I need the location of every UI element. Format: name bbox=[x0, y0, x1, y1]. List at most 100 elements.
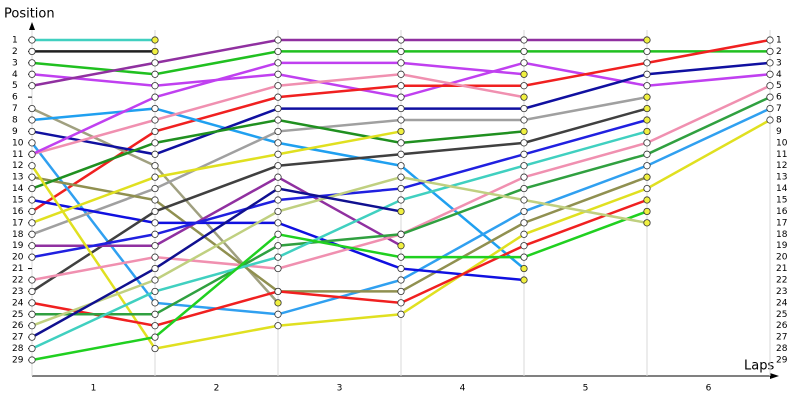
y2-tick-label: 10 bbox=[776, 138, 788, 148]
y-tick-label: 23 bbox=[12, 287, 23, 297]
series-line bbox=[31, 107, 648, 293]
point bbox=[151, 219, 159, 227]
point bbox=[766, 104, 774, 113]
point bbox=[520, 127, 528, 136]
point bbox=[520, 93, 528, 101]
y2-tick-label: 24 bbox=[776, 298, 788, 308]
point bbox=[766, 82, 774, 90]
point bbox=[520, 36, 528, 44]
y2-tick-label: 22 bbox=[776, 276, 787, 286]
series-line bbox=[31, 198, 648, 327]
y2-tick-label: 21 bbox=[776, 264, 787, 274]
y2-tick-label: 11 bbox=[776, 150, 787, 160]
point bbox=[274, 310, 282, 318]
point bbox=[151, 47, 159, 56]
point bbox=[151, 150, 159, 158]
y-tick-label: 29 bbox=[12, 356, 24, 366]
y-tick-label: 17 bbox=[12, 218, 23, 228]
point bbox=[643, 116, 651, 124]
point bbox=[397, 139, 405, 147]
point bbox=[397, 196, 405, 204]
y-tick-label: 2 bbox=[12, 47, 18, 57]
point bbox=[28, 333, 36, 341]
point bbox=[151, 276, 159, 284]
point bbox=[274, 184, 282, 193]
point bbox=[397, 59, 405, 67]
y-tick-label: 22 bbox=[12, 276, 23, 286]
y-tick-label: 9 bbox=[12, 127, 18, 137]
point bbox=[643, 93, 651, 101]
series-line bbox=[31, 210, 648, 362]
y-tick-label: 19 bbox=[12, 241, 24, 251]
point bbox=[151, 139, 159, 147]
x-tick-label: 3 bbox=[337, 384, 343, 394]
y2-tick-label: 17 bbox=[776, 218, 787, 228]
point bbox=[151, 93, 159, 101]
point bbox=[151, 253, 159, 261]
point bbox=[643, 219, 651, 227]
x-tick-label: 6 bbox=[706, 384, 712, 394]
point bbox=[520, 150, 528, 158]
point bbox=[643, 82, 651, 90]
point bbox=[151, 82, 159, 90]
point bbox=[397, 173, 405, 181]
y2-tick-label: 26 bbox=[776, 321, 788, 331]
point bbox=[151, 116, 159, 124]
point bbox=[274, 253, 282, 261]
y2-tick-label: 29 bbox=[776, 356, 788, 366]
point bbox=[274, 219, 282, 227]
point bbox=[274, 196, 282, 204]
point bbox=[151, 127, 159, 136]
point bbox=[274, 127, 282, 136]
y-tick-label: 24 bbox=[12, 298, 24, 308]
y2-tick-label: 14 bbox=[776, 184, 788, 194]
y-tick-label: 21 bbox=[12, 264, 23, 274]
point bbox=[274, 299, 282, 307]
point bbox=[520, 162, 528, 170]
y2-tick-label: 7 bbox=[776, 104, 782, 114]
y2-tick-label: 27 bbox=[776, 333, 787, 343]
point bbox=[397, 242, 405, 250]
point bbox=[397, 93, 405, 101]
series-line bbox=[31, 130, 402, 225]
point bbox=[274, 36, 282, 44]
point bbox=[151, 333, 159, 341]
point bbox=[643, 47, 651, 56]
y-tick-label: 10 bbox=[12, 138, 24, 148]
point bbox=[151, 344, 159, 353]
point bbox=[28, 276, 36, 284]
y2-tick-label: 20 bbox=[776, 253, 788, 263]
point bbox=[28, 162, 36, 170]
point bbox=[274, 162, 282, 170]
point bbox=[520, 47, 528, 56]
point bbox=[643, 127, 651, 136]
point bbox=[28, 59, 36, 67]
point bbox=[274, 82, 282, 90]
series-line bbox=[31, 130, 648, 350]
series-line bbox=[31, 175, 648, 327]
point bbox=[643, 104, 651, 113]
point bbox=[520, 104, 528, 113]
point bbox=[397, 299, 405, 307]
y2-tick-label: 9 bbox=[776, 127, 782, 137]
point bbox=[274, 150, 282, 158]
point bbox=[397, 276, 405, 284]
point bbox=[28, 127, 36, 136]
point bbox=[274, 287, 282, 296]
x-tick-label: 4 bbox=[460, 384, 466, 394]
y2-tick-label: 3 bbox=[776, 58, 782, 68]
y-tick-label: 6 bbox=[12, 93, 18, 103]
y2-tick-label: 28 bbox=[776, 344, 788, 354]
point bbox=[397, 127, 405, 136]
point bbox=[28, 207, 36, 216]
point bbox=[151, 287, 159, 296]
y-tick-label: 4 bbox=[12, 70, 18, 80]
y2-tick-label: 15 bbox=[776, 196, 787, 206]
series-line bbox=[31, 38, 647, 87]
x-axis-label: Laps bbox=[744, 359, 774, 374]
point bbox=[766, 93, 774, 101]
point bbox=[766, 47, 774, 56]
point bbox=[151, 310, 159, 318]
point bbox=[151, 242, 159, 250]
point bbox=[28, 36, 36, 44]
